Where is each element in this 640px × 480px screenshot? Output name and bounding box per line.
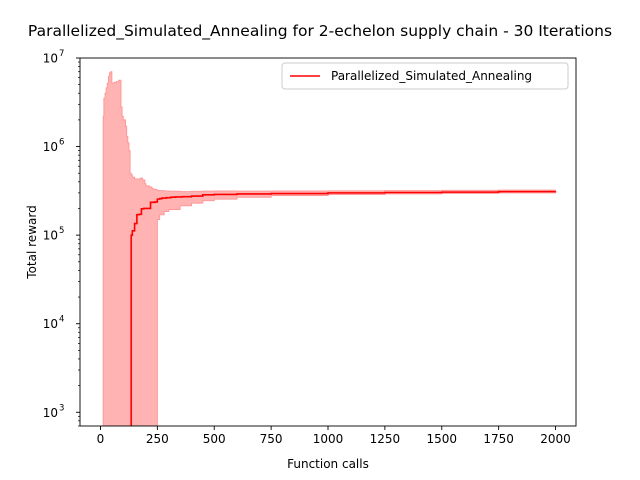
y-tick-label: 10 (43, 229, 58, 243)
x-tick-label: 1750 (483, 432, 514, 446)
y-tick-label-exponent: 7 (59, 49, 64, 59)
y-tick-label: 10 (43, 406, 58, 420)
y-tick-label-exponent: 3 (59, 403, 64, 413)
legend: Parallelized_Simulated_Annealing (281, 62, 569, 90)
confidence-band (102, 71, 557, 426)
y-tick-label-exponent: 6 (59, 138, 64, 148)
x-tick-label: 0 (97, 432, 105, 446)
series-line-parallelized-simulated-annealing (130, 190, 557, 426)
x-tick-label: 1500 (426, 432, 457, 446)
x-tick-label: 1000 (313, 432, 344, 446)
legend-box (281, 62, 569, 90)
y-tick-label: 10 (43, 317, 58, 331)
x-tick-label: 1250 (370, 432, 401, 446)
y-tick-label-exponent: 4 (59, 315, 64, 325)
x-tick-label: 500 (203, 432, 226, 446)
y-tick-label-exponent: 5 (59, 226, 64, 236)
x-tick-label: 750 (260, 432, 283, 446)
y-axis-label: Total reward (25, 205, 39, 279)
x-axis-ticks: 0 250 500 750 1000 1250 1500 1750 2000 (97, 426, 571, 446)
y-tick-label: 10 (43, 52, 58, 66)
legend-entry-label: Parallelized_Simulated_Annealing (331, 69, 532, 83)
x-tick-label: 250 (146, 432, 169, 446)
x-axis-label: Function calls (287, 457, 369, 471)
chart-title: Parallelized_Simulated_Annealing for 2-e… (28, 22, 612, 41)
y-tick-label: 10 (43, 140, 58, 154)
series-line-layer (130, 190, 557, 426)
confidence-band-layer (102, 71, 557, 426)
x-tick-label: 2000 (540, 432, 571, 446)
